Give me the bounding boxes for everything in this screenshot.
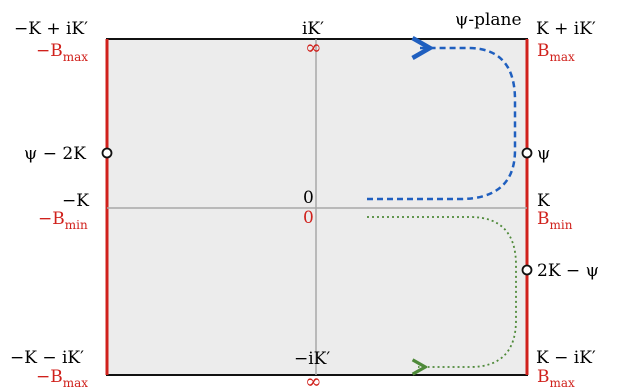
right-mid-value: Bmin xyxy=(537,209,573,232)
top-mid-label: iK′ xyxy=(302,19,324,39)
left-mid-value: −Bmin xyxy=(38,209,88,232)
left-point-marker xyxy=(101,147,113,159)
top-left-label: −K + iK′ xyxy=(14,19,88,39)
top-right-value: Bmax xyxy=(537,41,575,64)
right-point-marker xyxy=(521,147,533,159)
plane-label: ψ-plane xyxy=(455,10,522,30)
right-point-label: ψ xyxy=(537,144,550,164)
left-mid-label: −K xyxy=(62,191,89,211)
bottom-mid-label: −iK′ xyxy=(294,349,330,369)
bottom-left-value: −Bmax xyxy=(36,367,88,389)
top-right-label: K + iK′ xyxy=(536,19,596,39)
bottom-right-label: K − iK′ xyxy=(536,348,596,368)
right-lower-point-marker xyxy=(521,264,533,276)
left-point-label: ψ − 2K xyxy=(24,144,86,164)
right-lower-point-label: 2K − ψ xyxy=(537,261,599,281)
bottom-mid-value: ∞ xyxy=(305,369,322,389)
origin-label: 0 xyxy=(303,188,314,208)
fundamental-rectangle xyxy=(106,38,528,376)
top-mid-value: ∞ xyxy=(305,35,322,59)
bottom-right-value: Bmax xyxy=(537,367,575,389)
blue-dashed-path xyxy=(367,48,517,201)
bottom-left-label: −K − iK′ xyxy=(10,348,84,368)
origin-value: 0 xyxy=(303,208,314,228)
green-dotted-path xyxy=(367,216,517,367)
top-left-value: −Bmax xyxy=(36,41,88,64)
right-mid-label: K xyxy=(537,191,550,211)
